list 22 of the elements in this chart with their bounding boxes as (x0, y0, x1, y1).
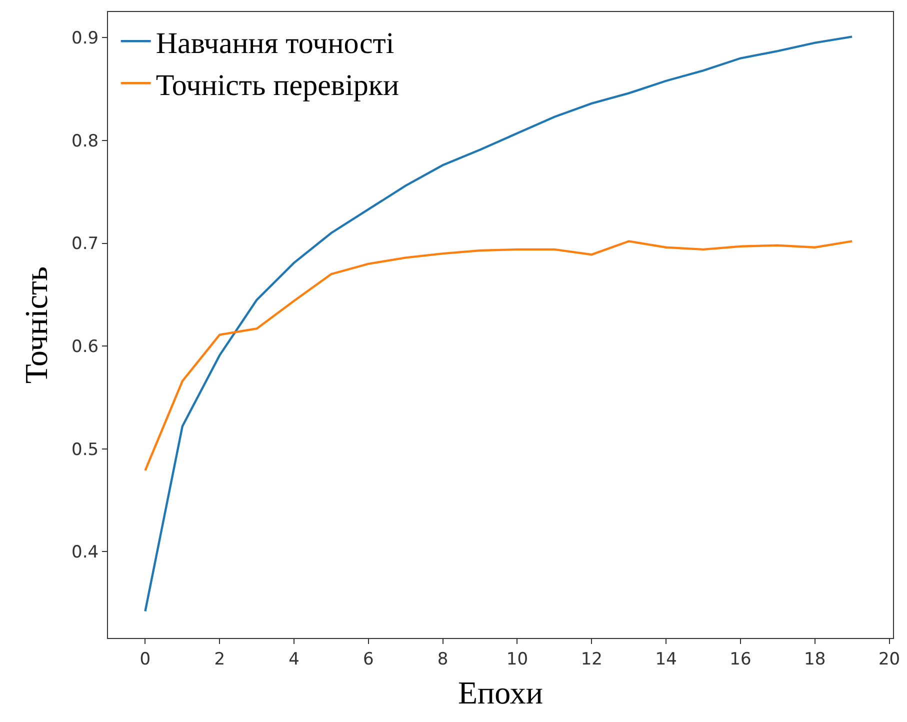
x-tick-label: 2 (214, 649, 226, 670)
x-tick-label: 20 (878, 649, 900, 670)
x-tick-label: 8 (437, 649, 448, 670)
y-tick-label: 0.6 (72, 337, 99, 358)
y-axis-title: Точність (18, 266, 54, 384)
x-tick-label: 14 (655, 649, 677, 670)
y-tick-label: 0.5 (72, 440, 99, 460)
x-tick-label: 12 (580, 649, 602, 670)
y-tick-label: 0.8 (72, 131, 99, 152)
y-tick-label: 0.9 (72, 28, 99, 49)
x-tick-label: 6 (363, 649, 374, 670)
x-tick-label: 10 (506, 649, 528, 670)
y-tick-label: 0.4 (72, 542, 99, 563)
x-tick-label: 4 (288, 649, 300, 670)
legend-label: Точність перевірки (156, 68, 400, 102)
x-axis-title: Епохи (458, 674, 543, 710)
x-tick-label: 16 (730, 649, 752, 670)
y-tick-label: 0.7 (72, 234, 99, 254)
x-tick-label: 0 (140, 649, 151, 670)
line-series (144, 240, 854, 472)
legend-label: Навчання точності (156, 26, 394, 60)
x-tick-label: 18 (804, 649, 826, 670)
